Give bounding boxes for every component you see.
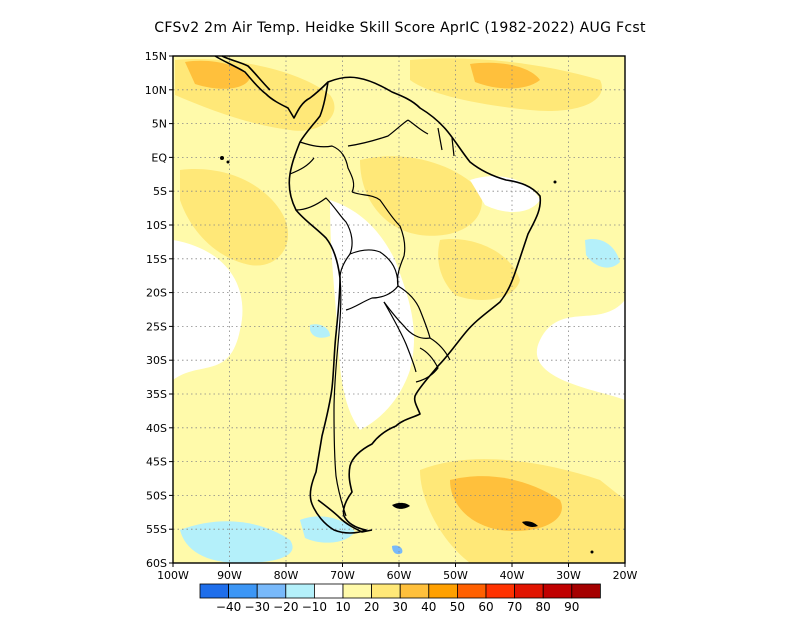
- legend-label: 20: [364, 600, 379, 614]
- galapagos-island: [220, 156, 224, 160]
- legend-label: 80: [536, 600, 551, 614]
- lat-tick-label: 5S: [153, 185, 167, 198]
- galapagos-island: [226, 160, 230, 164]
- falkland-islands: [392, 502, 410, 509]
- legend-swatch: [428, 583, 458, 599]
- border-peru: [295, 197, 353, 279]
- border-argentina-east: [383, 301, 417, 373]
- lat-tick-label: 50S: [146, 489, 167, 502]
- lat-tick-label: 35S: [146, 388, 167, 401]
- shade-neg-10-pacific: [310, 324, 330, 338]
- fernando-noronha-island: [553, 180, 557, 184]
- shade-neg-10-sw: [180, 521, 293, 563]
- legend-label: 10: [335, 600, 350, 614]
- legend-label: 90: [564, 600, 579, 614]
- border-colombia: [299, 141, 355, 193]
- legend-label: −20: [273, 600, 298, 614]
- border-brazil-west: [351, 191, 406, 287]
- legend-swatch: [456, 583, 487, 599]
- graticule: [173, 56, 625, 563]
- country-borders: [289, 119, 455, 517]
- legend-label: −10: [302, 600, 327, 614]
- lat-tick-label: 60S: [146, 557, 167, 570]
- legend-label: −40: [216, 600, 241, 614]
- central-america-coast: [214, 55, 329, 119]
- shade-20-30-pacific: [180, 169, 289, 266]
- south-america-coast: [288, 76, 542, 534]
- legend-swatch: [342, 583, 373, 599]
- lon-tick-label: 80W: [274, 569, 299, 582]
- border-argentina-chile: [333, 277, 347, 517]
- lon-tick-label: 100W: [157, 569, 189, 582]
- legend-swatch: [571, 583, 601, 599]
- shade-30-40-north: [185, 60, 250, 89]
- legend-label: 50: [450, 600, 465, 614]
- legend-label: −30: [245, 600, 270, 614]
- coastline: [214, 55, 542, 534]
- map-title: CFSv2 2m Air Temp. Heidke Skill Score Ap…: [154, 20, 646, 36]
- legend-swatch: [371, 583, 401, 599]
- lon-tick-label: 60W: [387, 569, 412, 582]
- legend-label: 70: [507, 600, 522, 614]
- lat-tick-label: 15N: [145, 50, 167, 63]
- lon-tick-label: 30W: [556, 569, 581, 582]
- lat-tick-label: 10N: [145, 84, 167, 97]
- south-georgia-island: [522, 521, 538, 527]
- border-venezuela: [347, 119, 409, 147]
- shade-30-40-atlantic: [470, 62, 540, 89]
- lon-tick-label: 20W: [613, 569, 638, 582]
- legend-swatch: [399, 583, 430, 599]
- border-guianas: [407, 119, 455, 157]
- legend-swatch: [313, 583, 344, 599]
- lat-tick-label: 15S: [146, 253, 167, 266]
- border-uruguay: [415, 347, 439, 383]
- shade-20-30-amazon: [360, 156, 482, 236]
- legend-label: 30: [393, 600, 408, 614]
- shade-white-east: [470, 176, 540, 212]
- lat-tick-label: 45S: [146, 456, 167, 469]
- legend-label: 40: [421, 600, 436, 614]
- islands: [220, 156, 594, 554]
- lat-tick-label: EQ: [151, 151, 167, 164]
- lat-tick-label: 10S: [146, 219, 167, 232]
- lat-tick-label: 40S: [146, 422, 167, 435]
- longitude-axis: 100W 90W 80W 70W 60W 50W 40W 30W 20W: [157, 563, 638, 582]
- border-brazil-south: [429, 337, 451, 361]
- lat-tick-label: 5N: [152, 118, 167, 131]
- shade-white-interior: [330, 200, 415, 430]
- lon-tick-label: 70W: [330, 569, 355, 582]
- legend-swatch: [228, 583, 258, 599]
- caribbean-coast: [221, 55, 271, 91]
- legend-swatch: [256, 583, 287, 599]
- sandwich-island: [590, 550, 594, 554]
- lon-tick-label: 50W: [443, 569, 468, 582]
- shade-neg-10-atlantic: [585, 238, 620, 268]
- lat-tick-label: 20S: [146, 287, 167, 300]
- legend-swatches: [199, 583, 601, 599]
- shade-20-30-brazil: [438, 239, 520, 300]
- lat-tick-label: 25S: [146, 320, 167, 333]
- latitude-axis: 15N 10N 5N EQ 5S 10S 15S 20S 25S 30S 35S 40S 45S 50S 5…: [145, 50, 173, 570]
- lon-tick-label: 90W: [217, 569, 242, 582]
- legend-swatch: [485, 583, 516, 599]
- legend-label: 60: [478, 600, 493, 614]
- tierra-del-fuego: [317, 499, 373, 533]
- border-ecuador: [289, 157, 315, 175]
- legend-swatch: [285, 583, 315, 599]
- legend-swatch: [542, 583, 573, 599]
- legend-swatch: [199, 583, 230, 599]
- shade-neg-20-dot: [392, 545, 403, 555]
- legend-labels: −40 −30 −20 −10 10 20 30 40 50 60 70 80 90: [216, 600, 580, 614]
- legend-swatch: [514, 583, 544, 599]
- lon-tick-label: 40W: [500, 569, 525, 582]
- lat-tick-label: 30S: [146, 354, 167, 367]
- lat-tick-label: 55S: [146, 523, 167, 536]
- shade-30-40-south-atlantic: [450, 476, 562, 531]
